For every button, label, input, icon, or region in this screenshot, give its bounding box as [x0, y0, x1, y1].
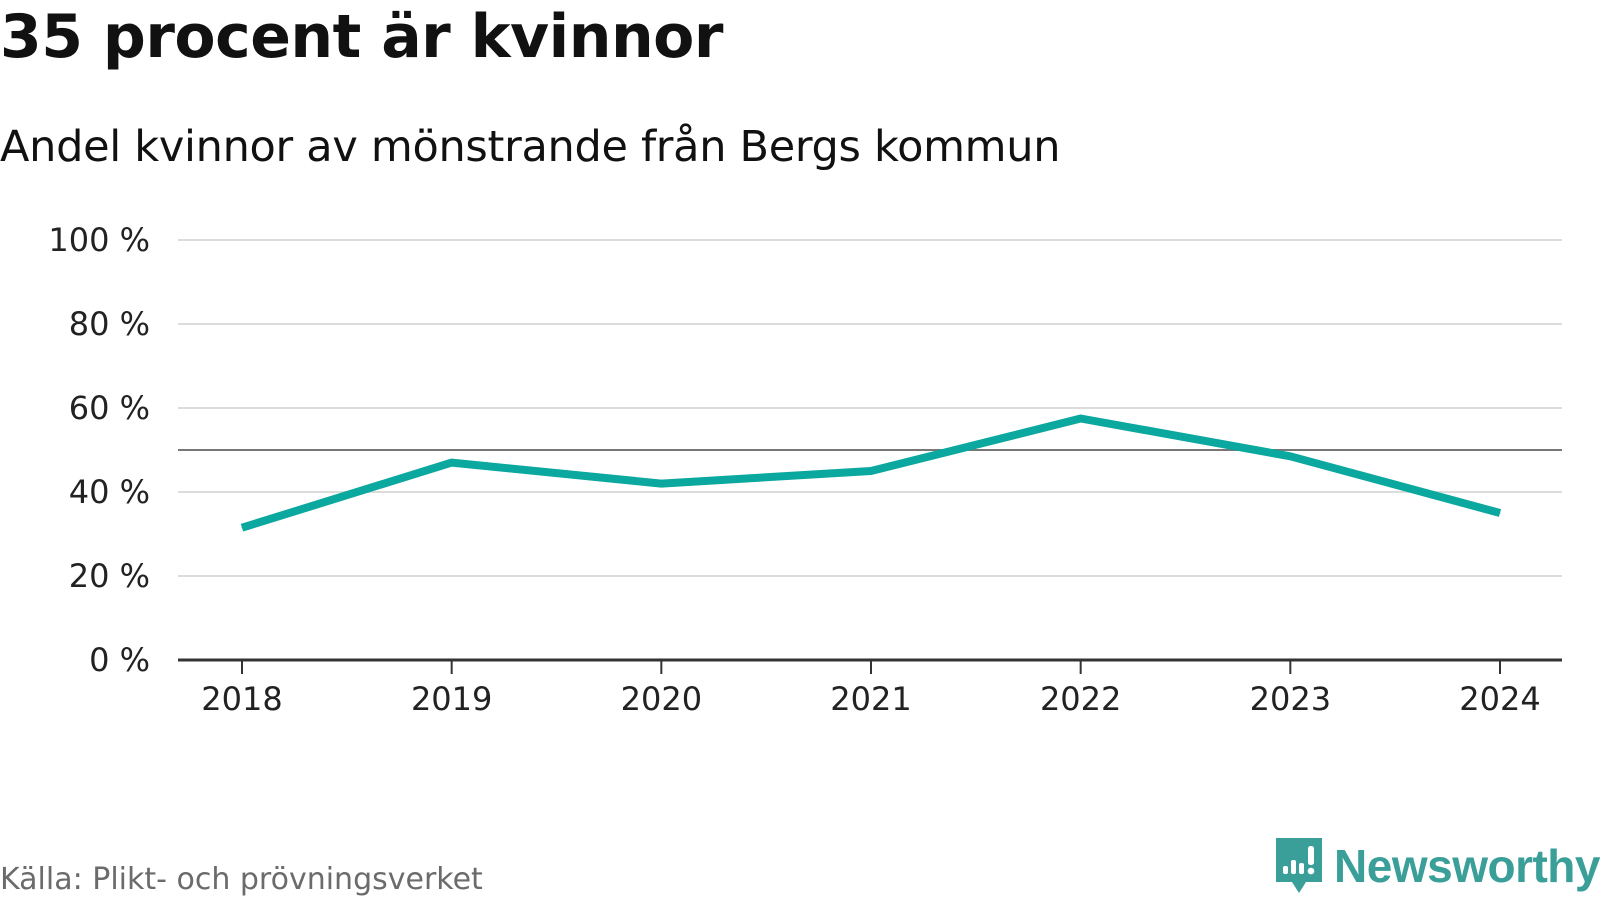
- chart-title: 35 procent är kvinnor: [0, 2, 723, 72]
- data-point-2018: [241, 527, 243, 529]
- y-tick-label: 40 %: [69, 473, 150, 511]
- y-tick-label: 100 %: [48, 221, 150, 259]
- x-tick-label: 2021: [830, 680, 911, 718]
- x-tick-label: 2019: [411, 680, 492, 718]
- data-point-2023: [1289, 455, 1291, 457]
- series-line: [240, 414, 1502, 532]
- data-point-2020: [660, 483, 662, 485]
- y-tick-label: 0 %: [89, 641, 150, 679]
- x-tick-label: 2018: [201, 680, 282, 718]
- source-note: Källa: Plikt- och prövningsverket: [0, 862, 483, 897]
- newsworthy-logo-icon: [1276, 838, 1323, 893]
- x-tick-label: 2020: [621, 680, 702, 718]
- brand-name: Newsworthy: [1334, 840, 1600, 892]
- brand-logo: Newsworthy: [1274, 838, 1600, 894]
- x-tick-label: 2023: [1250, 680, 1331, 718]
- data-point-2024: [1499, 512, 1501, 514]
- data-point-2021: [870, 470, 872, 472]
- y-tick-label: 20 %: [69, 557, 150, 595]
- y-tick-label: 60 %: [69, 389, 150, 427]
- y-tick-label: 80 %: [69, 305, 150, 343]
- x-tick-label: 2024: [1459, 680, 1540, 718]
- chart-subtitle: Andel kvinnor av mönstrande från Bergs k…: [0, 122, 1061, 172]
- x-tick-label: 2022: [1040, 680, 1121, 718]
- data-point-2019: [451, 462, 453, 464]
- data-point-2022: [1080, 418, 1082, 419]
